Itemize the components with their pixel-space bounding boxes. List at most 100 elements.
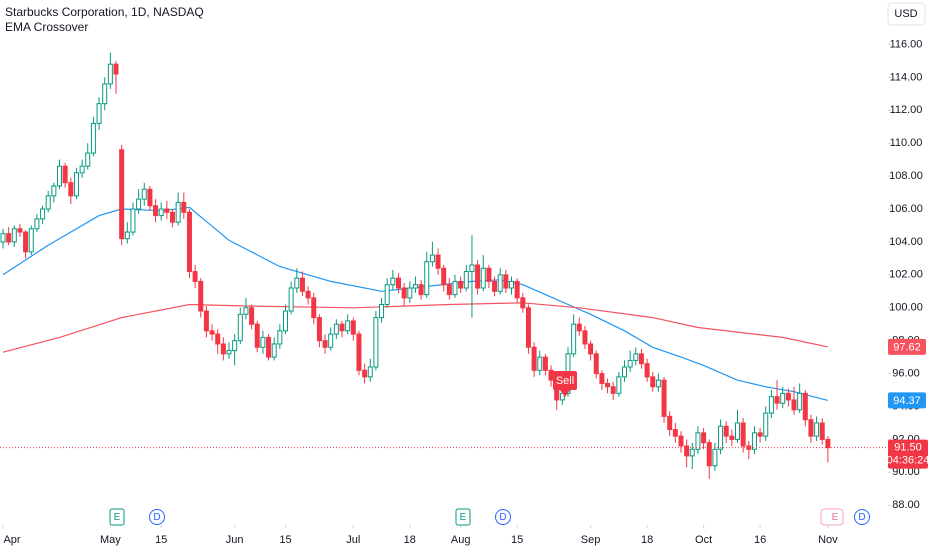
candle-body <box>170 211 175 223</box>
earnings-label[interactable]: E <box>114 512 121 523</box>
currency-button[interactable] <box>887 2 926 26</box>
candle-body <box>542 356 548 371</box>
candle-body <box>763 412 769 437</box>
candle-body <box>51 185 57 197</box>
candle-body <box>418 284 424 296</box>
currency-label[interactable]: USD <box>894 8 917 20</box>
ema-price-label-box <box>888 392 926 409</box>
candle-body <box>390 277 396 286</box>
upcoming-earnings-label[interactable]: E <box>832 512 839 523</box>
candle-body <box>181 201 187 213</box>
candle-body <box>808 419 814 437</box>
candle-body <box>175 201 181 223</box>
candle-body <box>576 323 582 332</box>
x-tick-label: Aug <box>451 534 471 546</box>
upcoming-earnings-icon[interactable] <box>820 508 844 526</box>
x-tick-label: 18 <box>641 534 653 546</box>
earnings-icon[interactable] <box>455 508 471 526</box>
dividend-icon[interactable] <box>495 509 511 525</box>
y-tick-label: 104.00 <box>889 236 923 248</box>
candle-body <box>740 422 746 447</box>
dividend-icon[interactable] <box>149 509 165 525</box>
y-tick-label: 116.00 <box>890 38 923 50</box>
earnings-label[interactable]: E <box>460 512 467 523</box>
candle-body <box>28 228 34 253</box>
candle-body <box>582 330 588 345</box>
candle-body <box>701 432 707 444</box>
dividend-label[interactable]: D <box>153 512 160 523</box>
candle-body <box>797 392 803 411</box>
candle-body <box>198 280 204 312</box>
candle-body <box>153 205 159 217</box>
dividend-label[interactable]: D <box>858 512 865 523</box>
x-tick-label: Jul <box>346 534 360 546</box>
candle-body <box>345 320 351 332</box>
candle-body <box>254 323 260 348</box>
earnings-icon[interactable] <box>109 508 125 526</box>
dividend-icon[interactable] <box>854 509 870 525</box>
candle-body <box>237 313 243 342</box>
candle-body <box>735 422 740 440</box>
candle-body <box>780 392 786 404</box>
candle-body <box>62 165 68 184</box>
candle-body <box>633 353 639 361</box>
sell-signal: Sell <box>553 371 577 397</box>
candle-body <box>644 363 650 378</box>
candle-body <box>373 317 379 368</box>
candle-body <box>791 399 797 411</box>
candle-body <box>424 261 430 296</box>
candle-body <box>11 228 17 243</box>
candle-body <box>396 277 401 289</box>
candle-body <box>164 208 170 213</box>
candle-body <box>260 336 266 348</box>
sell-box <box>553 371 577 390</box>
dividend-label[interactable]: D <box>499 512 506 523</box>
candle-body <box>650 376 656 388</box>
candle-body <box>90 122 96 154</box>
candle-body <box>463 271 469 289</box>
x-tick-label: 15 <box>511 534 523 546</box>
candle-body <box>119 149 125 240</box>
candle-body <box>616 376 622 394</box>
candle-body <box>774 396 780 404</box>
candle-body <box>497 274 503 292</box>
x-tick-label: Sep <box>581 534 601 546</box>
x-tick-label: May <box>100 534 121 546</box>
candle-body <box>520 297 526 309</box>
y-tick-label: 96.00 <box>892 367 920 379</box>
x-tick-label: Oct <box>695 534 712 546</box>
candle-body <box>559 392 565 401</box>
candle-body <box>96 103 102 124</box>
candle-body <box>571 323 577 355</box>
ema-line <box>2 302 829 353</box>
candle-body <box>192 271 198 282</box>
ema-price-label-box <box>888 338 926 355</box>
candle-body <box>45 195 51 210</box>
candle-body <box>757 432 763 437</box>
y-tick-label: 114.00 <box>890 71 923 83</box>
candle-body <box>288 287 294 312</box>
candle-body <box>723 425 729 437</box>
candle-body <box>605 382 611 388</box>
candle-body <box>113 63 119 75</box>
candle-body <box>672 429 678 437</box>
candle-body <box>249 307 255 325</box>
y-tick-label: 106.00 <box>889 203 923 215</box>
candle-body <box>68 182 74 197</box>
ema-price-label: 97.62 <box>893 341 921 353</box>
candle-body <box>729 435 735 440</box>
candle-body <box>514 280 520 299</box>
candle-body <box>23 231 29 253</box>
x-tick-label: 18 <box>404 534 416 546</box>
candle-body <box>266 336 272 358</box>
candle-body <box>203 310 209 332</box>
candle-body <box>283 310 288 332</box>
candle-body <box>503 274 509 289</box>
candle-body <box>751 432 757 450</box>
x-tick-label: Nov <box>818 534 838 546</box>
y-tick-label: 110.00 <box>890 137 923 149</box>
candle-body <box>768 396 774 414</box>
candle-body <box>638 353 644 365</box>
candle-body <box>458 280 464 289</box>
candle-body <box>384 284 390 305</box>
